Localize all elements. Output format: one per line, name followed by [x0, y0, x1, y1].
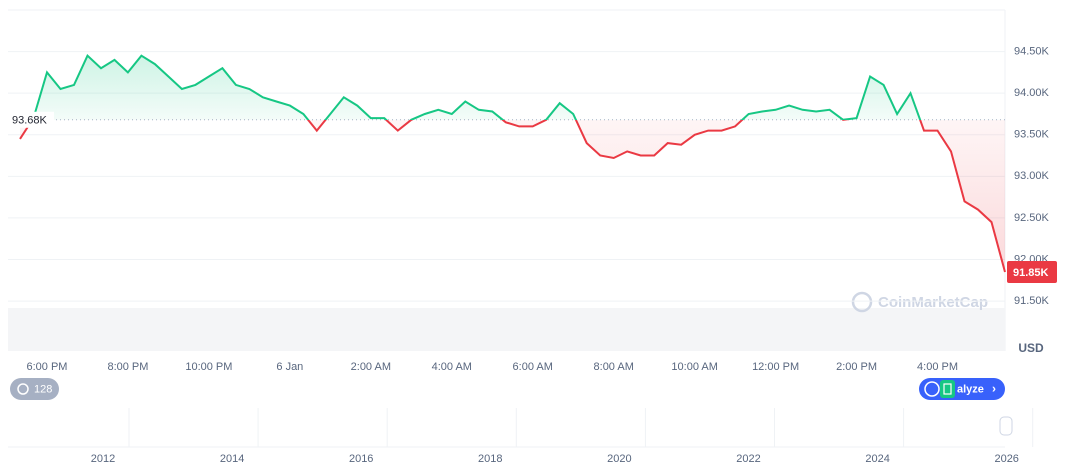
navigator-year: 2016 [349, 453, 373, 465]
x-tick-label: 8:00 PM [107, 361, 148, 373]
price-line [19, 54, 1006, 273]
x-tick-label: 4:00 AM [432, 361, 472, 373]
watermark: CoinMarketCap [851, 291, 988, 313]
navigator-year: 2024 [865, 453, 889, 465]
navigator-year: 2012 [91, 453, 115, 465]
navigator-handle[interactable] [999, 416, 1013, 436]
y-tick-label: 94.00K [1014, 87, 1050, 99]
y-tick-label: 94.50K [1014, 45, 1050, 57]
y-tick-label: 93.00K [1014, 170, 1050, 182]
price-area [20, 55, 1005, 273]
y-tick-label: 93.50K [1014, 129, 1050, 141]
navigator-year: 2022 [736, 453, 760, 465]
history-count[interactable]: 128 [34, 383, 52, 395]
y-tick-label: 92.50K [1014, 212, 1050, 224]
analyze-text[interactable]: alyze [957, 383, 984, 395]
analyze-button[interactable]: alyze › [919, 378, 1005, 400]
currency-label: USD [1018, 341, 1044, 355]
navigator: 2012 2014 2016 2018 2020 2022 2024 2026 [8, 408, 1034, 465]
navigator-year: 2026 [994, 453, 1018, 465]
y-tick-label: 91.50K [1014, 295, 1050, 307]
svg-text:›: › [992, 382, 996, 396]
navigator-year: 2018 [478, 453, 502, 465]
baseline-label-bg [8, 111, 54, 128]
x-tick-label: 6:00 PM [27, 361, 68, 373]
x-tick-label: 10:00 PM [185, 361, 232, 373]
navigator-year: 2020 [607, 453, 631, 465]
volume-band [8, 308, 1005, 351]
x-tick-label: 10:00 AM [671, 361, 717, 373]
x-tick-label: 2:00 PM [836, 361, 877, 373]
x-tick-label: 8:00 AM [594, 361, 634, 373]
x-tick-label: 6 Jan [276, 361, 303, 373]
history-button[interactable]: 128 [10, 378, 59, 400]
x-tick-label: 4:00 PM [917, 361, 958, 373]
x-tick-label: 2:00 AM [351, 361, 391, 373]
current-price-label: 91.85K [1013, 267, 1049, 279]
baseline-label: 93.68K [12, 115, 48, 127]
x-tick-label: 6:00 AM [513, 361, 553, 373]
navigator-year: 2014 [220, 453, 244, 465]
x-tick-label: 12:00 PM [752, 361, 799, 373]
watermark-text: CoinMarketCap [878, 294, 988, 311]
current-price-bg [1007, 260, 1057, 283]
